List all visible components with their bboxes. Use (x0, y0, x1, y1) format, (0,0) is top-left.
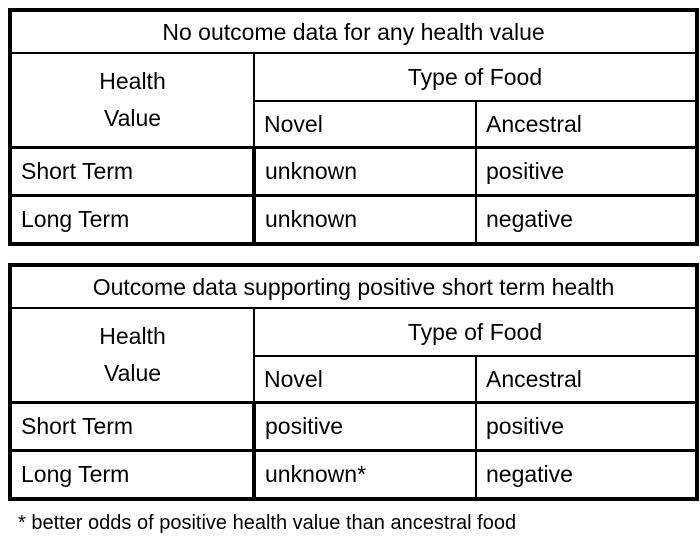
cell-long-term-novel: unknown (253, 194, 477, 246)
column-header-novel: Novel (253, 100, 477, 149)
column-header-novel: Novel (253, 355, 477, 404)
health-value-header-line2: Value (103, 360, 162, 386)
table-no-outcome-data: No outcome data for any health value Hea… (8, 8, 700, 246)
cell-short-term-novel: positive (253, 401, 477, 452)
cell-short-term-ancestral: positive (475, 401, 698, 452)
table-row: Long Term unknown* negative (9, 449, 698, 501)
cell-long-term-ancestral: negative (474, 194, 699, 246)
footnote: * better odds of positive health value t… (18, 512, 517, 534)
cell-short-term-novel: unknown (253, 146, 477, 197)
health-value-header-line1: Health (99, 323, 166, 350)
cell-long-term-novel: unknown* (253, 449, 477, 501)
health-value-header-line1: Health (99, 68, 166, 95)
health-value-header: Health Value (9, 52, 255, 149)
type-of-food-header: Type of Food (252, 52, 699, 102)
cell-short-term-ancestral: positive (474, 146, 699, 197)
table-positive-short-term: Outcome data supporting positive short t… (8, 263, 699, 501)
type-of-food-header: Type of Food (253, 307, 698, 357)
health-value-header-line2: Value (103, 105, 162, 131)
cell-long-term-ancestral: negative (475, 449, 698, 501)
row-label-long-term: Long Term (9, 449, 256, 501)
table-row: Short Term unknown positive (9, 146, 699, 197)
table-title: Outcome data supporting positive short t… (9, 264, 698, 309)
column-header-ancestral: Ancestral (474, 100, 699, 149)
row-label-long-term: Long Term (9, 194, 256, 246)
row-label-short-term: Short Term (9, 401, 256, 452)
health-value-header: Health Value (9, 307, 255, 404)
table-row: Short Term positive positive (9, 401, 698, 452)
table-title: No outcome data for any health value (8, 9, 699, 54)
row-label-short-term: Short Term (9, 146, 256, 197)
table-row: Long Term unknown negative (9, 194, 699, 246)
column-header-ancestral: Ancestral (475, 355, 698, 404)
